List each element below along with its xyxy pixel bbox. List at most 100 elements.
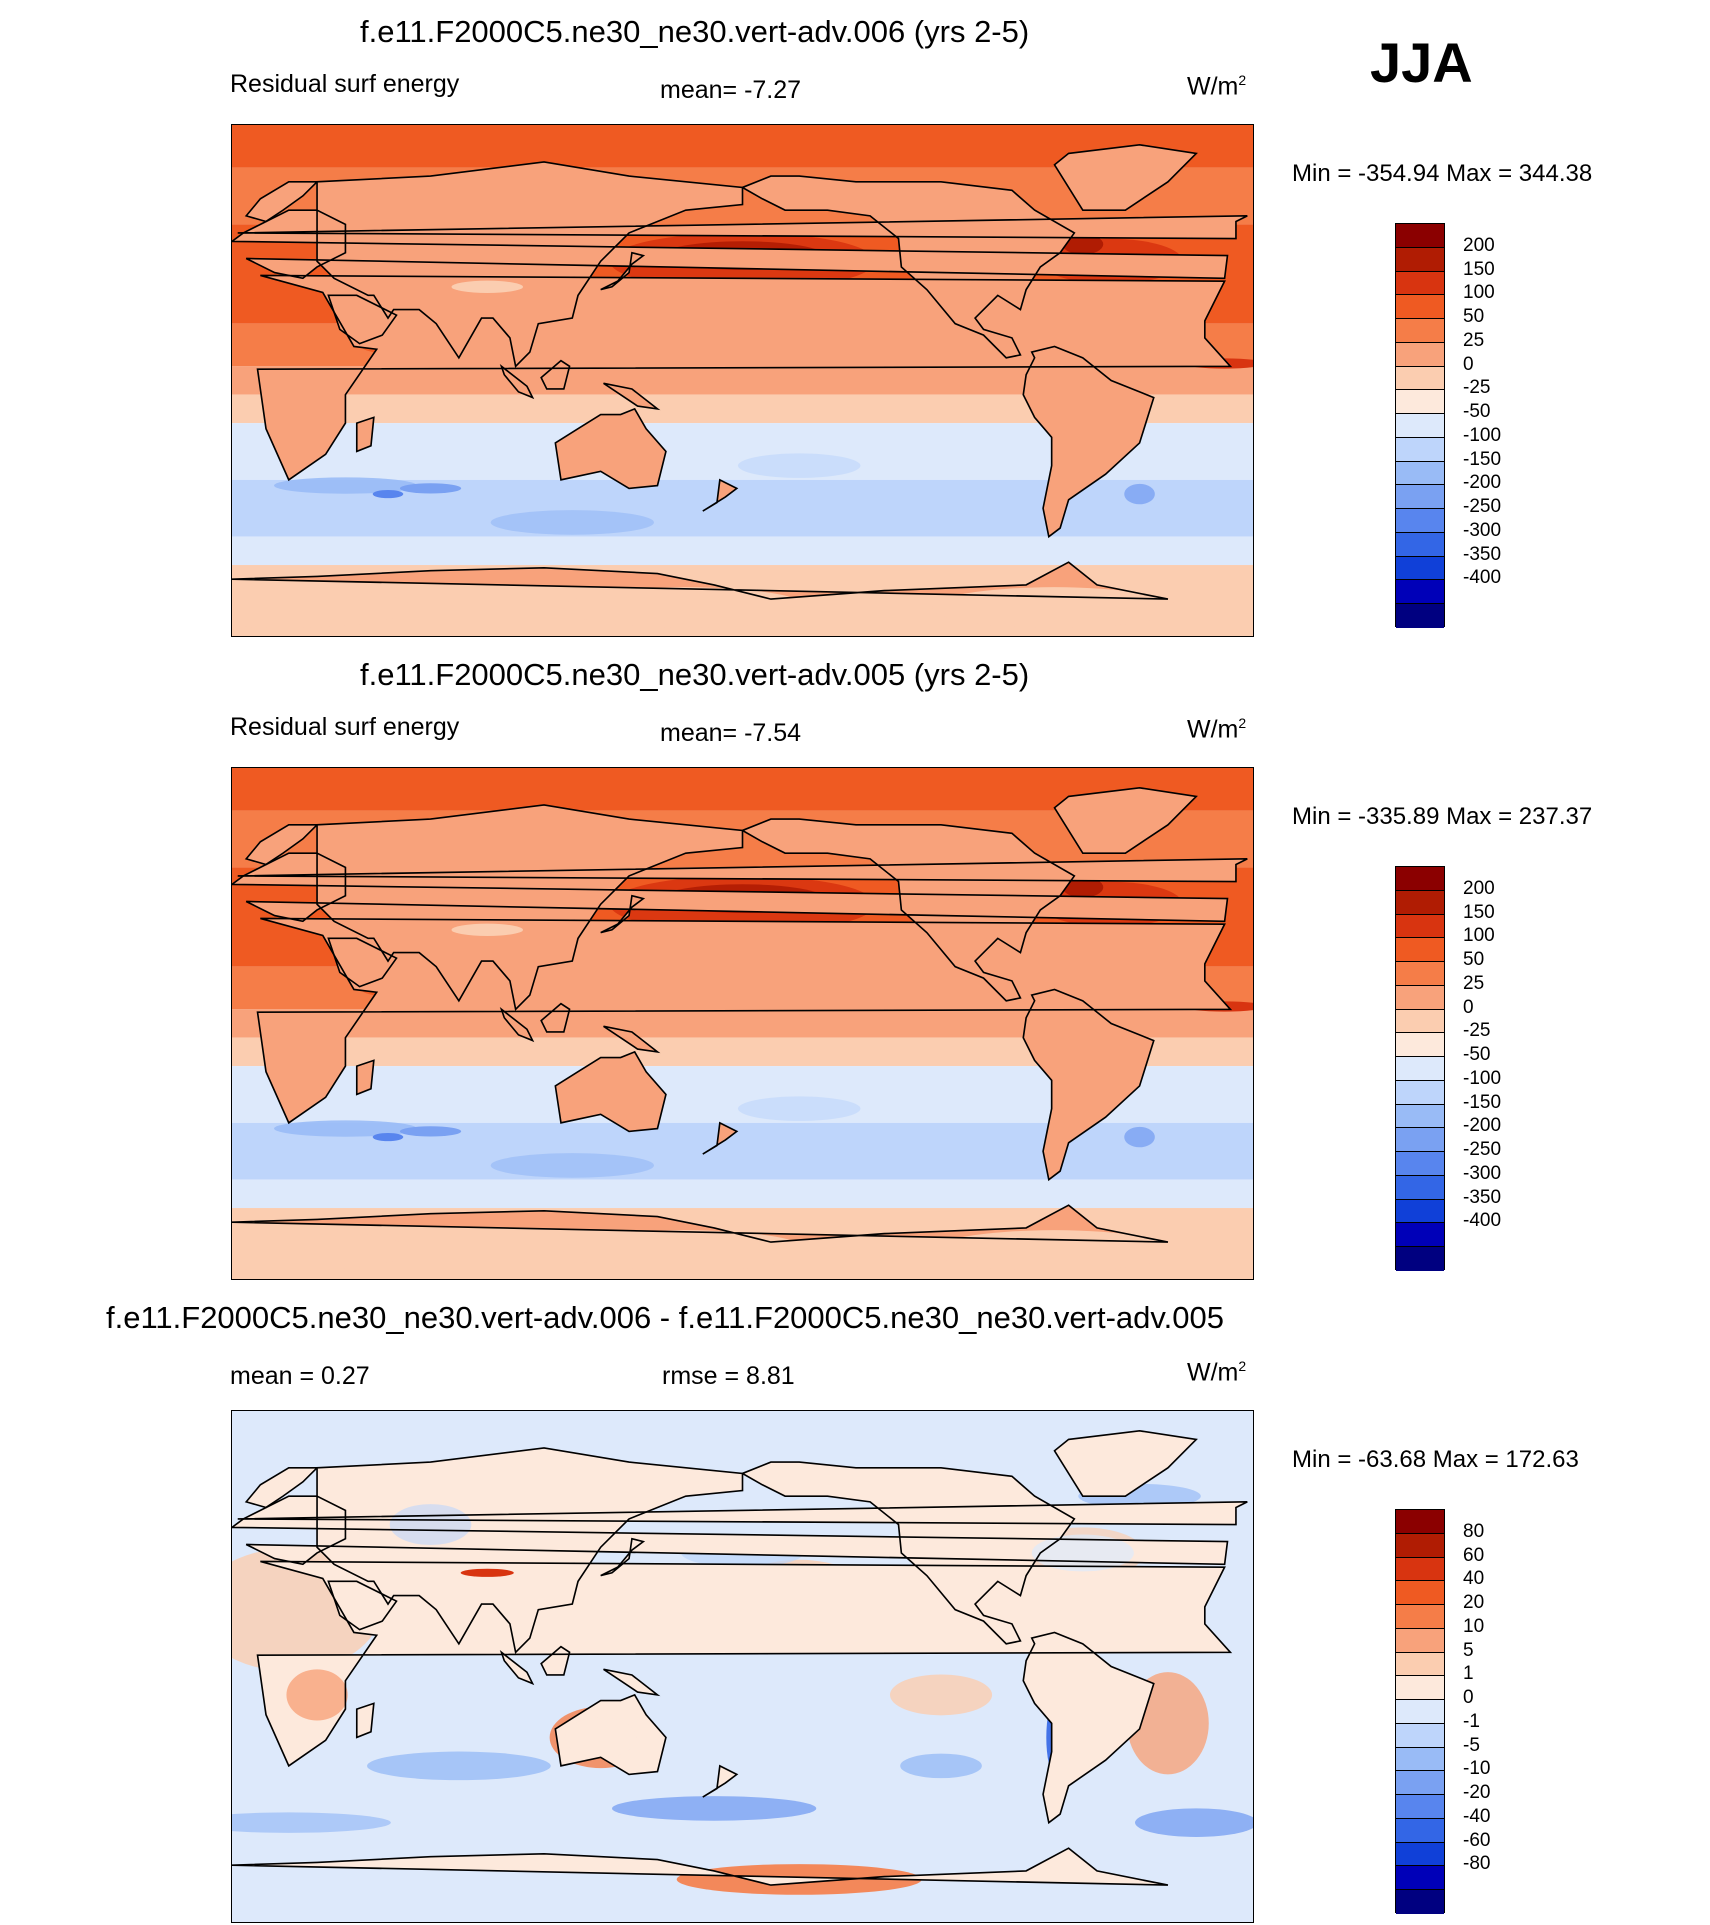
panel-1-variable-label: Residual surf energy bbox=[230, 70, 460, 98]
panel-2-mean-label: mean= -7.54 bbox=[660, 719, 802, 747]
colorbar-tick-label: -150 bbox=[1463, 448, 1502, 470]
colorbar-segment bbox=[1396, 1723, 1444, 1748]
panel-1-units: W/m2 bbox=[1187, 72, 1247, 101]
colorbar-tick-label: -250 bbox=[1463, 1139, 1502, 1161]
panel-3-rmse-label: rmse = 8.81 bbox=[662, 1362, 795, 1390]
colorbar-tick-label: -25 bbox=[1463, 377, 1491, 399]
colorbar-tick-label: -20 bbox=[1463, 1782, 1491, 1804]
colorbar-tick-label: 150 bbox=[1463, 901, 1495, 923]
panel-1-map bbox=[231, 124, 1254, 637]
colorbar-segment bbox=[1396, 1795, 1444, 1819]
colorbar-tick-label: 0 bbox=[1463, 1687, 1474, 1709]
colorbar-segment bbox=[1396, 1223, 1444, 1248]
colorbar-tick-label: -100 bbox=[1463, 1067, 1502, 1089]
colorbar-segment bbox=[1396, 1842, 1444, 1867]
colorbar-segment bbox=[1396, 1152, 1444, 1176]
colorbar-segment bbox=[1396, 1771, 1444, 1796]
panel-1-mean-label: mean= -7.27 bbox=[660, 76, 802, 104]
panel-1-colorbar bbox=[1395, 223, 1445, 628]
colorbar-tick-label: 50 bbox=[1463, 306, 1485, 328]
colorbar-segment bbox=[1396, 556, 1444, 581]
colorbar-tick-label: -50 bbox=[1463, 401, 1491, 423]
colorbar-segment bbox=[1396, 271, 1444, 296]
colorbar-segment bbox=[1396, 532, 1444, 557]
colorbar-tick-label: 60 bbox=[1463, 1544, 1485, 1566]
colorbar-segment bbox=[1396, 509, 1444, 533]
colorbar-tick-label: -100 bbox=[1463, 424, 1502, 446]
colorbar-segment bbox=[1396, 1175, 1444, 1200]
colorbar-segment bbox=[1396, 1866, 1444, 1891]
colorbar-tick-label: 50 bbox=[1463, 949, 1485, 971]
panel-2-units: W/m2 bbox=[1187, 715, 1247, 744]
colorbar-segment bbox=[1396, 1009, 1444, 1034]
colorbar-tick-label: -200 bbox=[1463, 1115, 1502, 1137]
colorbar-segment bbox=[1396, 1533, 1444, 1558]
colorbar-segment bbox=[1396, 938, 1444, 963]
colorbar-tick-label: -400 bbox=[1463, 567, 1502, 589]
colorbar-segment bbox=[1396, 461, 1444, 486]
colorbar-segment bbox=[1396, 1080, 1444, 1105]
colorbar-segment bbox=[1396, 1605, 1444, 1629]
colorbar-segment bbox=[1396, 1057, 1444, 1081]
colorbar-tick-label: 100 bbox=[1463, 282, 1495, 304]
colorbar-segment bbox=[1396, 1700, 1444, 1724]
panel-2-minmax: Min = -335.89 Max = 237.37 bbox=[1292, 803, 1593, 830]
colorbar-segment bbox=[1396, 437, 1444, 462]
colorbar-segment bbox=[1396, 390, 1444, 415]
colorbar-segment bbox=[1396, 867, 1444, 891]
colorbar-segment bbox=[1396, 1676, 1444, 1701]
colorbar-tick-label: 200 bbox=[1463, 877, 1495, 899]
colorbar-segment bbox=[1396, 580, 1444, 605]
colorbar-segment bbox=[1396, 1128, 1444, 1153]
colorbar-segment bbox=[1396, 485, 1444, 510]
colorbar-tick-label: -350 bbox=[1463, 543, 1502, 565]
colorbar-segment bbox=[1396, 224, 1444, 248]
colorbar-segment bbox=[1396, 1628, 1444, 1653]
colorbar-segment bbox=[1396, 962, 1444, 986]
colorbar-tick-label: -300 bbox=[1463, 1162, 1502, 1184]
panel-3-title: f.e11.F2000C5.ne30_ne30.vert-adv.006 - f… bbox=[106, 1300, 1224, 1335]
panel-3-minmax: Min = -63.68 Max = 172.63 bbox=[1292, 1446, 1579, 1473]
colorbar-tick-label: 0 bbox=[1463, 996, 1474, 1018]
colorbar-tick-label: 150 bbox=[1463, 258, 1495, 280]
colorbar-tick-label: -5 bbox=[1463, 1734, 1480, 1756]
colorbar-tick-label: 1 bbox=[1463, 1663, 1474, 1685]
colorbar-tick-label: 25 bbox=[1463, 329, 1485, 351]
colorbar-segment bbox=[1396, 985, 1444, 1010]
panel-2-title: f.e11.F2000C5.ne30_ne30.vert-adv.005 (yr… bbox=[360, 657, 1030, 692]
colorbar-segment bbox=[1396, 914, 1444, 939]
colorbar-tick-label: 5 bbox=[1463, 1639, 1474, 1661]
colorbar-tick-label: 80 bbox=[1463, 1520, 1485, 1542]
season-label: JJA bbox=[1370, 31, 1473, 94]
colorbar-tick-label: -350 bbox=[1463, 1186, 1502, 1208]
panel-3-colorbar bbox=[1395, 1509, 1445, 1914]
panel-3-map bbox=[231, 1410, 1254, 1923]
panel-3-mean-label: mean = 0.27 bbox=[230, 1362, 370, 1390]
panel-2-variable-label: Residual surf energy bbox=[230, 713, 460, 741]
colorbar-segment bbox=[1396, 604, 1444, 628]
colorbar-tick-label: -60 bbox=[1463, 1829, 1491, 1851]
colorbar-tick-label: -200 bbox=[1463, 472, 1502, 494]
colorbar-tick-label: -400 bbox=[1463, 1210, 1502, 1232]
colorbar-tick-label: 20 bbox=[1463, 1592, 1485, 1614]
colorbar-tick-label: -80 bbox=[1463, 1853, 1491, 1875]
colorbar-segment bbox=[1396, 1747, 1444, 1772]
colorbar-segment bbox=[1396, 1510, 1444, 1534]
colorbar-tick-label: -40 bbox=[1463, 1805, 1491, 1827]
panel-3-units: W/m2 bbox=[1187, 1358, 1247, 1387]
colorbar-tick-label: 100 bbox=[1463, 925, 1495, 947]
colorbar-segment bbox=[1396, 1818, 1444, 1843]
colorbar-tick-label: -10 bbox=[1463, 1758, 1491, 1780]
colorbar-segment bbox=[1396, 1890, 1444, 1914]
panel-2-colorbar bbox=[1395, 866, 1445, 1271]
colorbar-segment bbox=[1396, 366, 1444, 391]
colorbar-tick-label: 0 bbox=[1463, 353, 1474, 375]
colorbar-segment bbox=[1396, 1652, 1444, 1677]
colorbar-segment bbox=[1396, 295, 1444, 320]
colorbar-segment bbox=[1396, 1557, 1444, 1582]
colorbar-tick-label: -150 bbox=[1463, 1091, 1502, 1113]
colorbar-segment bbox=[1396, 247, 1444, 272]
panel-1-title: f.e11.F2000C5.ne30_ne30.vert-adv.006 (yr… bbox=[360, 14, 1030, 49]
colorbar-segment bbox=[1396, 1104, 1444, 1129]
colorbar-tick-label: 200 bbox=[1463, 234, 1495, 256]
